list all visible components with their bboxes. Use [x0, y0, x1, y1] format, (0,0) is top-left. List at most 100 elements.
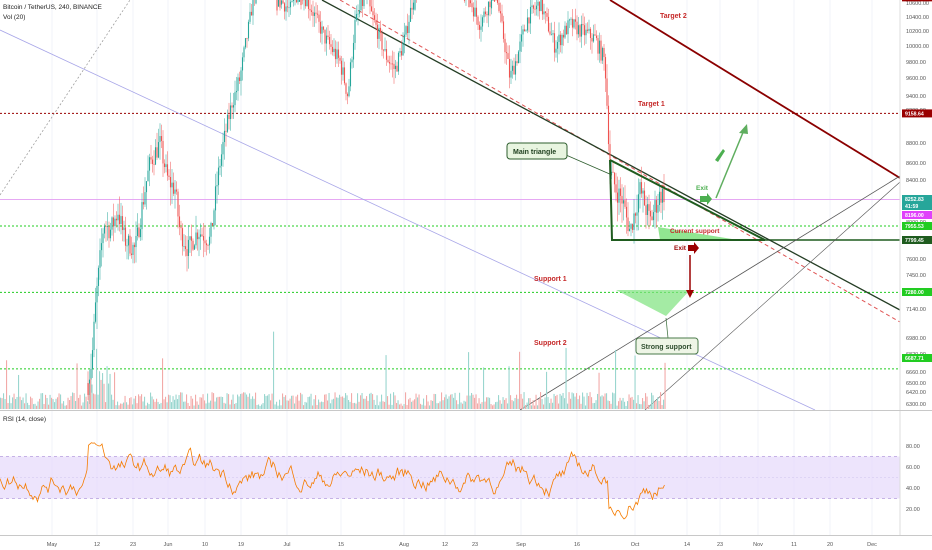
- volume-bar-65: [97, 394, 99, 409]
- candle-body-339: [595, 35, 598, 39]
- volume-bar-202: [303, 405, 305, 409]
- volume-bar-55: [82, 402, 84, 409]
- volume-bar-353: [529, 398, 531, 409]
- volume-bar-210: [315, 395, 317, 409]
- volume-bar-187: [280, 405, 282, 409]
- volume-bar-401: [601, 395, 603, 409]
- volume-bar-30: [45, 394, 47, 409]
- candle-body-73: [196, 232, 199, 240]
- volume-bar-95: [142, 401, 144, 409]
- price-tick-label-6: 9400.00: [906, 94, 926, 100]
- candle-body-87: [217, 167, 220, 186]
- volume-bar-384: [576, 393, 578, 409]
- candle-body-162: [330, 44, 332, 47]
- candle-body-335: [589, 28, 592, 38]
- volume-bar-419: [628, 394, 630, 409]
- volume-bar-176: [264, 394, 266, 409]
- candle-body-215: [409, 7, 412, 22]
- strong-support-callout-pointer: [665, 317, 669, 339]
- volume-bar-112: [168, 394, 170, 409]
- volume-bar-172: [258, 404, 260, 409]
- volume-bar-22: [33, 404, 35, 409]
- candle-body-84: [213, 210, 215, 226]
- volume-bar-69: [103, 383, 105, 409]
- candle-body-19: [115, 218, 118, 221]
- candle-body-277: [502, 21, 505, 39]
- candle-body-287: [517, 51, 520, 64]
- volume-bar-376: [564, 398, 566, 409]
- volume-bar-181: [271, 393, 273, 409]
- volume-bar-169: [253, 398, 255, 409]
- exit-down-label: Exit: [674, 245, 687, 252]
- target-1-label: Target 1: [638, 101, 665, 108]
- candle-body-274: [498, 2, 500, 12]
- candle-body-66: [186, 249, 188, 257]
- price-tick-label-5: 9600.00: [906, 76, 926, 82]
- volume-bar-357: [535, 394, 537, 409]
- volume-bar-257: [385, 355, 387, 409]
- candle-body-42: [150, 157, 152, 160]
- volume-bar-98: [147, 402, 149, 409]
- candle-body-329: [580, 23, 583, 37]
- candle-body-379: [655, 200, 658, 213]
- candle-body-9: [100, 243, 103, 251]
- volume-bar-412: [618, 401, 620, 409]
- volume-bar-340: [510, 395, 512, 409]
- volume-bar-108: [162, 358, 164, 409]
- candle-body-334: [588, 28, 590, 31]
- candle-body-369: [640, 182, 643, 194]
- candle-body-18: [114, 218, 116, 227]
- price-badge-1: [902, 109, 932, 118]
- volume-bar-435: [652, 395, 654, 409]
- volume-bar-360: [540, 392, 542, 409]
- volume-bar-127: [190, 395, 192, 409]
- candle-body-357: [622, 200, 625, 204]
- volume-bar-255: [382, 401, 384, 409]
- volume-bar-262: [393, 392, 395, 409]
- volume-bar-331: [496, 401, 498, 409]
- candle-body-147: [307, 0, 310, 9]
- volume-bar-278: [417, 397, 419, 409]
- candle-body-46: [156, 147, 158, 158]
- candle-body-341: [598, 40, 601, 54]
- volume-bar-80: [120, 403, 122, 409]
- candle-body-321: [568, 19, 571, 21]
- volume-bar-163: [244, 392, 246, 409]
- volume-bar-1: [1, 398, 3, 409]
- volume-bar-362: [543, 404, 545, 409]
- volume-bar-344: [516, 394, 518, 409]
- volume-bar-144: [216, 397, 218, 409]
- candle-body-59: [175, 189, 178, 192]
- volume-bar-369: [553, 393, 555, 409]
- volume-bar-440: [660, 392, 662, 409]
- candle-body-107: [247, 21, 250, 39]
- candle-body-183: [361, 0, 364, 6]
- candle-body-26: [126, 245, 128, 247]
- volume-bar-371: [556, 394, 558, 409]
- candle-body-77: [202, 236, 205, 241]
- volume-bar-135: [202, 394, 204, 409]
- volume-bar-247: [370, 392, 372, 409]
- volume-bar-274: [411, 401, 413, 409]
- candle-body-98: [234, 92, 236, 106]
- volume-bar-410: [615, 349, 617, 409]
- volume-bar-323: [484, 401, 486, 409]
- volume-bar-400: [600, 396, 602, 409]
- volume-bar-50: [75, 400, 77, 409]
- price-tick-label-1: 10400.00: [906, 15, 929, 21]
- x-tick-label-8: Aug: [399, 542, 409, 548]
- volume-bar-160: [240, 393, 242, 409]
- volume-bar-185: [277, 405, 279, 409]
- price-badge-text-3: 41:59: [905, 204, 918, 210]
- volume-bar-168: [252, 396, 254, 409]
- candle-body-105: [244, 38, 247, 48]
- candle-body-11: [103, 226, 106, 234]
- volume-bar-424: [636, 403, 638, 409]
- volume-bar-326: [489, 397, 491, 409]
- main-triangle-callout-text: Main triangle: [513, 149, 556, 156]
- volume-bar-71: [106, 366, 108, 409]
- candle-body-89: [220, 154, 223, 166]
- volume-bar-73: [109, 373, 111, 409]
